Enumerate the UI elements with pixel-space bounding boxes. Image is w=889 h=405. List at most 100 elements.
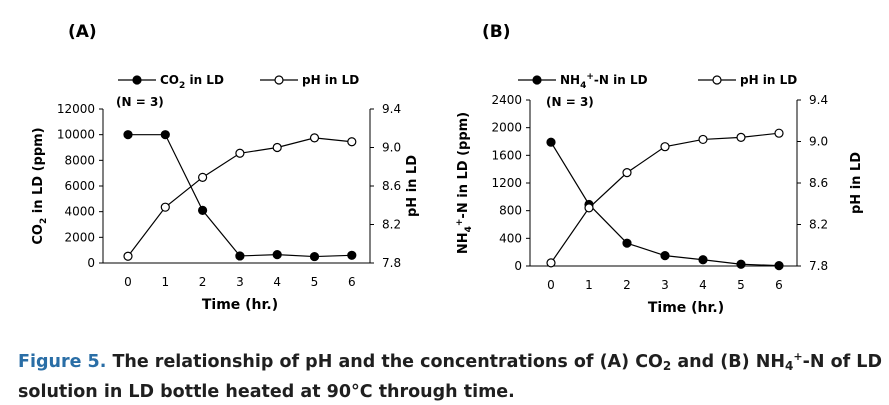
legend-label-main-a: CO [160,73,179,87]
figure-5-charts: (A)0200040006000800010000120007.88.28.69… [31,22,864,316]
caption-subscript-nh4: 4 [784,359,794,373]
legend-label-main-a: pH in LD [302,73,359,87]
concentration-point-b [698,255,708,265]
left-axis-title-main-a: CO [31,224,46,245]
caption-subscript-co2: 2 [662,359,672,373]
ph-point-a [272,142,282,153]
left-tick-label-b: 1600 [491,148,522,162]
left-axis-title-rest-b: -N in LD (ppm) [456,112,471,219]
ph-point-b [584,203,594,213]
panel-label-b: (B) [482,22,511,42]
caption-text-part2: and (B) NH [671,352,785,372]
left-axis-title-rest-a: in LD (ppm) [31,127,46,217]
left-tick-label-b: 1200 [491,176,522,190]
left-tick-label-b: 400 [499,231,522,245]
legend-label-rest-b: -N in LD [594,73,648,87]
concentration-point-a [235,251,245,261]
x-tick-label-b: 0 [547,278,555,292]
sample-size-note-a: (N = 3) [116,95,164,109]
concentration-point-b [622,238,632,248]
x-tick-label-a: 1 [161,275,169,289]
ph-point-b [622,168,632,178]
right-tick-label-b: 9.4 [809,93,828,107]
legend-label-a: pH in LD [302,73,359,87]
left-tick-label-a: 2000 [64,230,95,244]
concentration-point-a [347,250,357,260]
left-axis-title-sub-a: 2 [39,218,49,224]
figure-caption: Figure 5. The relationship of pH and the… [18,344,886,405]
legend-marker-a [132,75,142,85]
legend-label-main-b: NH [560,73,580,87]
x-axis-title-b: Time (hr.) [648,300,724,316]
legend-label-sub-b: 4 [580,81,586,91]
concentration-point-a [272,250,282,260]
caption-text-part3: -N of LD solution in LD bottle heated at… [18,352,882,402]
right-axis-title-a: pH in LD [405,155,420,217]
right-tick-label-a: 7.8 [382,256,401,270]
ph-point-a [123,251,133,261]
right-tick-label-b: 9.0 [809,135,828,149]
left-tick-label-b: 800 [499,204,522,218]
ph-point-b [736,132,746,142]
concentration-point-b [736,259,746,269]
x-tick-label-a: 4 [273,275,281,289]
ph-point-a [160,202,170,212]
right-tick-label-b: 8.2 [809,218,828,232]
right-axis-title-b: pH in LD [849,152,864,214]
x-tick-label-b: 1 [585,278,593,292]
left-tick-label-a: 12000 [57,102,95,116]
left-axis-title-b: NH4+-N in LD (ppm) [455,112,474,254]
x-tick-label-b: 2 [623,278,631,292]
left-axis-title-main-b: NH [456,232,471,254]
caption-figure-label: Figure 5. [18,352,107,372]
ph-point-a [235,148,245,158]
legend-label-sup-b: + [586,72,594,82]
sample-size-note-b: (N = 3) [546,95,594,109]
caption-superscript-plus: + [793,350,803,363]
left-axis-title-sup-b: + [455,219,465,227]
x-tick-label-b: 5 [737,278,745,292]
x-tick-label-a: 2 [199,275,207,289]
panel-label-a: (A) [68,22,97,42]
concentration-point-a [198,205,208,215]
x-tick-label-b: 6 [775,278,783,292]
ph-point-a [198,172,208,182]
x-tick-label-a: 5 [311,275,319,289]
right-tick-label-a: 9.0 [382,141,401,155]
x-tick-label-b: 4 [699,278,707,292]
left-tick-label-b: 2400 [491,93,522,107]
x-tick-label-b: 3 [661,278,669,292]
legend-marker-b [532,75,542,85]
ph-point-b [698,134,708,145]
right-tick-label-b: 8.6 [809,176,828,190]
ph-point-a [309,133,320,143]
concentration-point-b [660,251,670,261]
right-tick-label-a: 8.6 [382,179,401,193]
left-tick-label-b: 0 [514,259,522,273]
legend-marker-a [274,75,284,85]
concentration-point-b [546,137,556,147]
left-axis-title-a: CO2 in LD (ppm) [31,127,49,244]
left-tick-label-a: 10000 [57,128,95,142]
legend-label-a: CO2 in LD [160,73,224,91]
concentration-point-a [309,251,320,262]
legend-label-b: NH4+-N in LD [560,72,648,91]
concentration-point-a [123,130,133,140]
legend-label-b: pH in LD [740,73,797,87]
legend-label-rest-a: in LD [185,73,224,87]
legend-label-sub-a: 2 [179,81,185,91]
legend-marker-b [712,75,722,85]
x-tick-label-a: 6 [348,275,356,289]
right-tick-label-a: 9.4 [382,102,401,116]
caption-text-part1: The relationship of pH and the concentra… [106,352,663,372]
ph-point-a [347,137,357,147]
x-tick-label-a: 0 [124,275,132,289]
left-tick-label-b: 2000 [491,121,522,135]
ph-point-b [660,142,670,152]
ph-point-b [774,128,784,138]
left-tick-label-a: 8000 [64,153,95,167]
left-axis-title-sub-b: 4 [464,226,474,232]
x-tick-label-a: 3 [236,275,244,289]
right-tick-label-b: 7.8 [809,259,828,273]
left-tick-label-a: 6000 [64,179,95,193]
